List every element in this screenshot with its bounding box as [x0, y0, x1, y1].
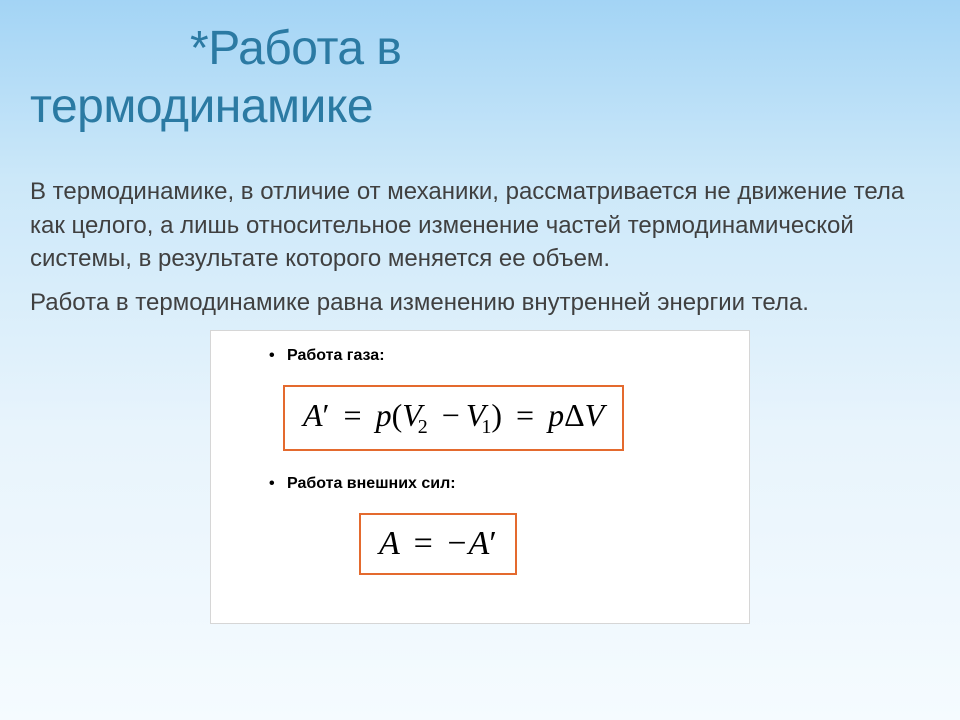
f1-delta: Δ — [564, 397, 585, 433]
f2-A1: A — [379, 525, 399, 562]
body-paragraph-2: Работа в термодинамике равна изменению в… — [30, 286, 930, 320]
bullet-external-work: • Работа внешних сил: — [269, 475, 721, 493]
formula-panel: • Работа газа: A′ = p(V2 −V1) = pΔV • Ра… — [210, 330, 750, 624]
f2-eq: = — [408, 525, 439, 562]
f1-p2: p — [548, 397, 564, 433]
bullet-icon: • — [269, 475, 287, 493]
slide: *Работа в термодинамике В термодинамике,… — [0, 0, 960, 720]
f1-lparen: ( — [392, 397, 403, 433]
f1-eq2: = — [510, 397, 540, 433]
bullet-gas-label: Работа газа: — [287, 347, 385, 365]
formula-external-work: A = −A′ — [359, 513, 517, 575]
f2-prime: ′ — [489, 525, 496, 562]
f1-p1: p — [376, 397, 392, 433]
title-asterisk-icon: * — [190, 22, 208, 75]
bullet-gas-work: • Работа газа: — [269, 347, 721, 365]
f1-rparen: ) — [491, 397, 502, 433]
f1-sub2: 2 — [418, 416, 428, 438]
formula-gas-work: A′ = p(V2 −V1) = pΔV — [283, 385, 624, 451]
f1-V3: V — [585, 397, 605, 433]
slide-title: *Работа в термодинамике — [30, 20, 930, 135]
bullet-icon: • — [269, 347, 287, 365]
f1-sub1: 1 — [481, 416, 491, 438]
f1-eq1: = — [338, 397, 368, 433]
bullet-external-label: Работа внешних сил: — [287, 475, 456, 493]
title-line-1: Работа в — [208, 22, 401, 75]
f1-minus: − — [436, 397, 466, 433]
title-line-2: термодинамике — [30, 80, 373, 133]
f1-A: A — [303, 397, 323, 433]
f1-prime: ′ — [323, 397, 330, 433]
body-paragraph-1: В термодинамике, в отличие от механики, … — [30, 175, 930, 276]
f2-neg: − — [447, 525, 468, 562]
f2-A2: A — [469, 525, 490, 562]
